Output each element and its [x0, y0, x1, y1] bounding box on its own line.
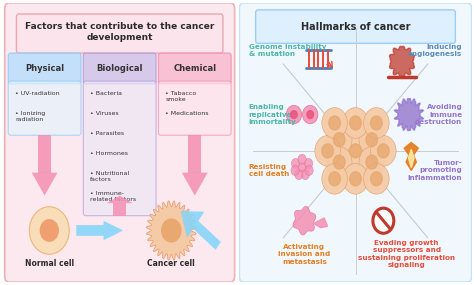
Polygon shape: [188, 135, 201, 173]
Circle shape: [291, 111, 297, 119]
Circle shape: [305, 165, 313, 176]
Circle shape: [329, 172, 340, 186]
FancyBboxPatch shape: [158, 53, 231, 84]
Circle shape: [162, 219, 181, 242]
Circle shape: [333, 133, 345, 147]
Text: • Medications: • Medications: [165, 111, 209, 116]
Text: Cancer cell: Cancer cell: [147, 259, 195, 268]
Circle shape: [373, 208, 394, 233]
Circle shape: [322, 164, 347, 194]
FancyBboxPatch shape: [5, 3, 235, 282]
Polygon shape: [181, 211, 221, 250]
Circle shape: [40, 220, 58, 241]
Circle shape: [350, 144, 361, 158]
Circle shape: [378, 144, 389, 158]
Circle shape: [359, 147, 384, 177]
Text: Inducing
angiogenesis: Inducing angiogenesis: [408, 44, 462, 57]
Text: • Tabacco
smoke: • Tabacco smoke: [165, 91, 197, 102]
Polygon shape: [394, 99, 423, 131]
Circle shape: [364, 164, 389, 194]
Text: Genome instability
& mutation: Genome instability & mutation: [249, 44, 326, 57]
Polygon shape: [113, 203, 126, 216]
Circle shape: [364, 108, 389, 138]
Circle shape: [343, 164, 368, 194]
FancyBboxPatch shape: [83, 53, 156, 84]
Polygon shape: [182, 173, 208, 196]
Circle shape: [359, 124, 384, 155]
Circle shape: [371, 136, 396, 166]
Text: Resisting
cell death: Resisting cell death: [249, 164, 289, 177]
Polygon shape: [314, 218, 328, 228]
Text: Physical: Physical: [25, 64, 64, 73]
Circle shape: [350, 172, 361, 186]
FancyBboxPatch shape: [8, 81, 81, 135]
Circle shape: [29, 207, 69, 254]
Text: Chemical: Chemical: [173, 64, 216, 73]
Circle shape: [295, 170, 303, 180]
Text: Activating
invasion and
metastasis: Activating invasion and metastasis: [278, 244, 330, 265]
Circle shape: [333, 155, 345, 169]
Circle shape: [315, 136, 340, 166]
Circle shape: [366, 155, 378, 169]
Polygon shape: [32, 173, 57, 196]
Circle shape: [327, 124, 352, 155]
Circle shape: [329, 116, 340, 130]
Circle shape: [301, 170, 310, 180]
Text: Evading growth
suppressors and
sustaining proliferation
signaling: Evading growth suppressors and sustainin…: [358, 240, 455, 268]
FancyBboxPatch shape: [158, 81, 231, 135]
Circle shape: [322, 108, 347, 138]
Circle shape: [322, 144, 333, 158]
Circle shape: [291, 165, 299, 176]
Circle shape: [302, 105, 318, 124]
FancyBboxPatch shape: [255, 10, 456, 43]
Polygon shape: [76, 221, 123, 240]
Polygon shape: [146, 201, 196, 260]
Text: • Bacteria: • Bacteria: [91, 91, 122, 96]
Circle shape: [343, 136, 368, 166]
Circle shape: [350, 116, 361, 130]
Polygon shape: [38, 135, 51, 173]
FancyBboxPatch shape: [17, 14, 223, 53]
Circle shape: [371, 116, 382, 130]
Polygon shape: [293, 206, 316, 235]
Circle shape: [366, 133, 378, 147]
Text: Factors that contribute to the cancer
development: Factors that contribute to the cancer de…: [25, 23, 214, 42]
Text: • Viruses: • Viruses: [91, 111, 119, 116]
Text: Biological: Biological: [96, 64, 143, 73]
Text: Hallmarks of cancer: Hallmarks of cancer: [301, 22, 410, 32]
Text: • UV-radiation: • UV-radiation: [15, 91, 60, 96]
Text: • Immune-
related factors: • Immune- related factors: [91, 192, 137, 202]
Text: Tumor-
promoting
inflammation: Tumor- promoting inflammation: [408, 160, 462, 181]
Text: Enabling
replicative
immortality: Enabling replicative immortality: [249, 104, 297, 125]
Text: • Ionizing
radiation: • Ionizing radiation: [15, 111, 46, 122]
Circle shape: [286, 105, 301, 124]
Circle shape: [298, 154, 306, 164]
Circle shape: [327, 147, 352, 177]
FancyBboxPatch shape: [239, 3, 472, 282]
Polygon shape: [107, 196, 133, 203]
FancyBboxPatch shape: [83, 81, 156, 216]
Text: • Hormones: • Hormones: [91, 151, 128, 156]
Circle shape: [307, 111, 313, 119]
Circle shape: [292, 158, 300, 168]
Polygon shape: [409, 149, 414, 168]
Circle shape: [343, 108, 368, 138]
Circle shape: [371, 172, 382, 186]
Text: Normal cell: Normal cell: [25, 259, 74, 268]
Circle shape: [298, 163, 306, 173]
Text: • Parasites: • Parasites: [91, 131, 125, 136]
Text: • Nutritional
factors: • Nutritional factors: [91, 171, 129, 182]
Circle shape: [304, 158, 313, 168]
Text: Avoiding
immune
destruction: Avoiding immune destruction: [415, 104, 462, 125]
Polygon shape: [390, 46, 414, 77]
Polygon shape: [404, 142, 418, 170]
FancyBboxPatch shape: [8, 53, 81, 84]
